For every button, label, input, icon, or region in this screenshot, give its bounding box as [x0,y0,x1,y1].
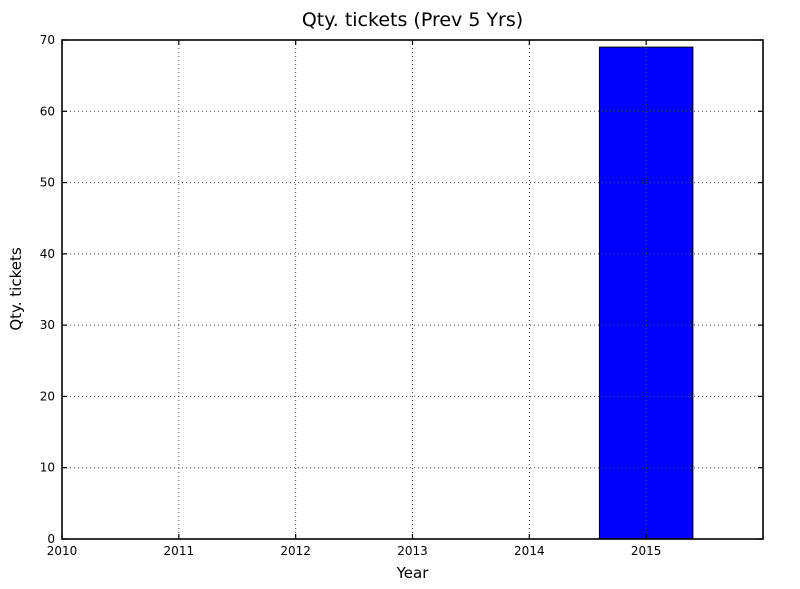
x-tick-label-2015: 2015 [631,544,662,558]
x-tick-label-2013: 2013 [397,544,428,558]
y-tick-label-50: 50 [40,176,55,190]
axes-frame [61,39,764,540]
x-tick-label-2014: 2014 [514,544,545,558]
x-tick-label-2012: 2012 [280,544,311,558]
y-tick-label-10: 10 [40,461,55,475]
y-tick-label-70: 70 [40,33,55,47]
y-tick-label-0: 0 [47,532,55,546]
y-tick-label-40: 40 [40,247,55,261]
x-tick-label-2010: 2010 [47,544,78,558]
x-axis-label: Year [396,564,429,582]
y-axis-label: Qty. tickets [7,247,25,331]
y-tick-label-20: 20 [40,389,55,403]
y-tick-label-60: 60 [40,104,55,118]
y-tick-label-30: 30 [40,318,55,332]
bar-2015 [598,46,694,540]
chart-title: Qty. tickets (Prev 5 Yrs) [301,9,524,31]
x-tick-label-2011: 2011 [164,544,195,558]
